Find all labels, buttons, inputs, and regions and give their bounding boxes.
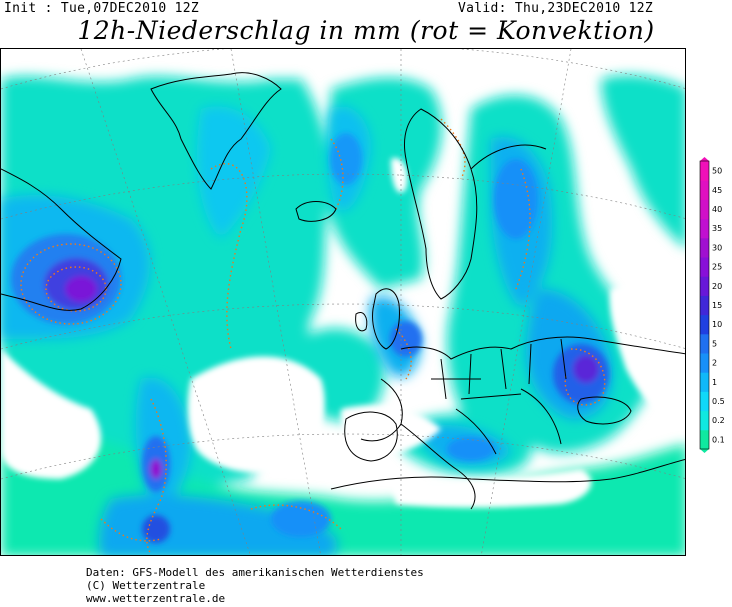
legend-bottom-arrow [700, 449, 709, 453]
legend-level-label: 5 [712, 339, 717, 348]
footer-copyright: (C) Wetterzentrale [86, 579, 206, 592]
legend-level-label: 1 [712, 378, 717, 387]
legend-swatch [700, 257, 709, 277]
legend-level-label: 40 [712, 205, 722, 214]
legend-swatch [700, 314, 709, 335]
legend-top-arrow [700, 157, 709, 161]
legend-level-label: 0.5 [712, 397, 725, 406]
precipitation-map [0, 48, 686, 556]
legend-level-label: 50 [712, 167, 722, 176]
coastlines [1, 72, 685, 510]
legend-swatch [700, 180, 709, 200]
map-header: Init : Tue,07DEC2010 12Z Valid: Thu,23DE… [0, 0, 732, 48]
legend-swatch [700, 218, 709, 239]
legend-border [699, 160, 710, 450]
footer-data-source: Daten: GFS-Modell des amerikanischen Wet… [86, 566, 424, 579]
map-title: 12h-Niederschlag in mm (rot = Konvektion… [77, 16, 655, 45]
legend-swatch [700, 391, 709, 412]
legend-swatch [700, 410, 709, 431]
legend-level-label: 45 [712, 186, 722, 195]
legend-level-label: 20 [712, 282, 722, 291]
legend-swatch [700, 199, 709, 220]
legend-swatch [700, 429, 709, 450]
init-time: Init : Tue,07DEC2010 12Z [4, 1, 200, 16]
precip-legend: 0.1 0.2 0.5 1 2 5 10 15 20 25 30 35 40 45 50 [698, 157, 732, 457]
legend-level-label: 10 [712, 320, 722, 329]
legend-swatch [700, 161, 709, 181]
legend-level-label: 30 [712, 243, 722, 252]
legend-level-label: 0.2 [712, 416, 725, 425]
valid-time: Valid: Thu,23DEC2010 12Z [458, 1, 654, 16]
legend-level-label: 0.1 [712, 435, 725, 444]
legend-swatch [700, 237, 709, 258]
legend-swatch [700, 353, 709, 373]
graticule [1, 49, 685, 555]
legend-level-label: 15 [712, 301, 722, 310]
legend-swatch [700, 333, 709, 354]
legend-level-label: 2 [712, 359, 717, 368]
precip-strong [11, 133, 609, 543]
data-source-footer: Daten: GFS-Modell des amerikanischen Wet… [86, 566, 424, 605]
legend-swatch [700, 372, 709, 392]
map-canvas [1, 49, 685, 555]
legend-swatch [700, 276, 709, 296]
legend-swatch [700, 295, 709, 316]
footer-website: www.wetterzentrale.de [86, 592, 226, 605]
legend-level-label: 25 [712, 263, 722, 272]
legend-level-label: 35 [712, 224, 722, 233]
